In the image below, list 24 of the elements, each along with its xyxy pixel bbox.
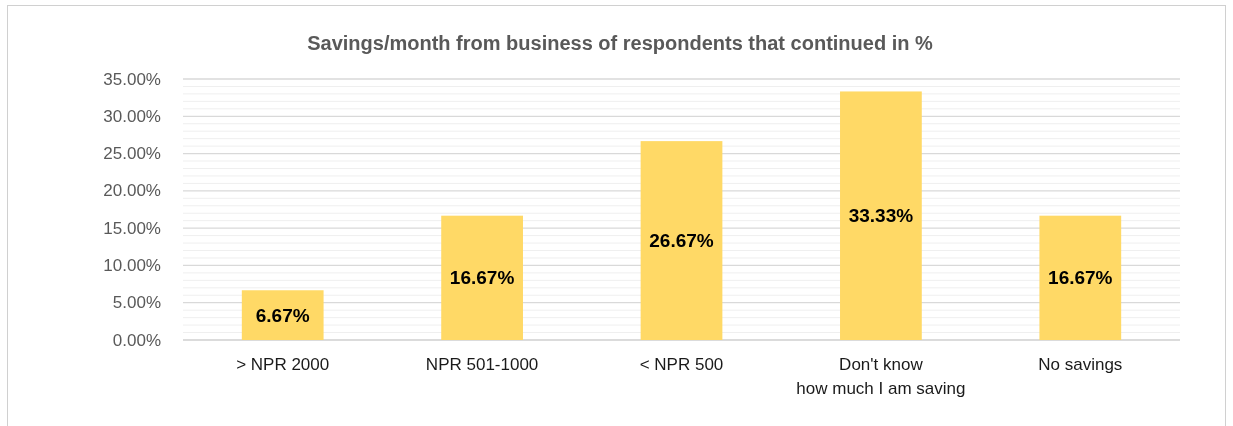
y-tick-label: 25.00%	[103, 144, 161, 164]
y-tick-label: 10.00%	[103, 255, 161, 275]
y-tick-label: 0.00%	[112, 330, 161, 350]
chart-title: Savings/month from business of respondents that continued in %	[307, 32, 934, 54]
bar	[640, 141, 723, 340]
bar	[241, 290, 324, 340]
x-tick-label: No savings	[1038, 355, 1123, 374]
data-label: 33.33%	[848, 205, 914, 227]
y-tick-label: 15.00%	[103, 218, 161, 238]
x-tick-label: NPR 501-1000	[425, 355, 539, 374]
y-tick-label: 30.00%	[103, 106, 161, 126]
data-label: 26.67%	[649, 230, 714, 252]
y-tick-label: 20.00%	[103, 181, 161, 201]
data-label: 16.67%	[1048, 267, 1113, 289]
x-tick-label: > NPR 2000	[236, 355, 330, 374]
bar	[840, 91, 922, 340]
data-label: 16.67%	[449, 267, 515, 289]
x-tick-label: Don't know how much I am saving	[796, 355, 966, 398]
x-tick-label: < NPR 500	[639, 355, 724, 374]
bar	[1039, 215, 1122, 340]
y-tick-label: 5.00%	[112, 293, 161, 313]
y-tick-label: 35.00%	[103, 69, 161, 89]
bar	[441, 215, 523, 340]
data-label: 6.67%	[255, 304, 310, 326]
